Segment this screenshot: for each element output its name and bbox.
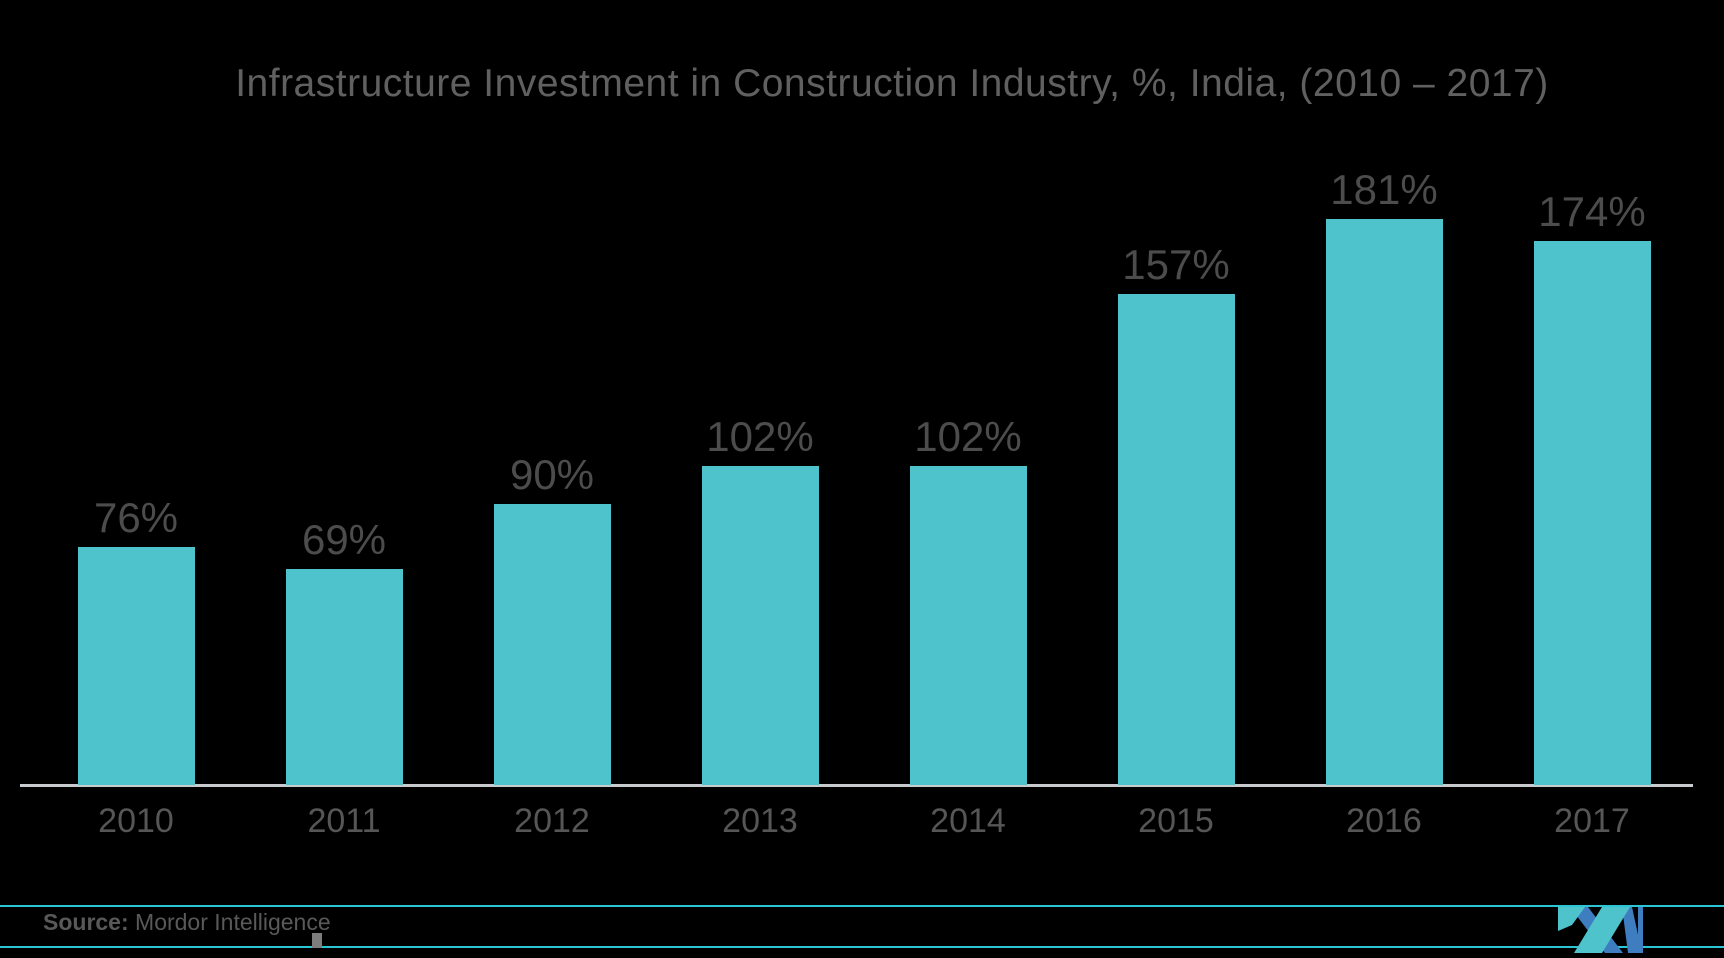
bar-2015 <box>1117 294 1235 785</box>
bar-2010 <box>77 547 195 785</box>
x-tick-2017: 2017 <box>1554 802 1630 840</box>
bar-2011 <box>285 569 403 785</box>
source-attribution: Source: Mordor Intelligence <box>43 911 331 934</box>
x-tick-2014: 2014 <box>930 802 1006 840</box>
x-axis-line <box>20 784 1693 787</box>
source-label: Source: <box>43 909 129 935</box>
bar-value-label-2014: 102% <box>914 413 1022 460</box>
chart-title: Infrastructure Investment in Constructio… <box>235 62 1549 105</box>
bar-value-label-2015: 157% <box>1122 241 1230 288</box>
mordor-intelligence-logo <box>1558 907 1643 953</box>
bar-value-label-2013: 102% <box>706 413 814 460</box>
bar-2012 <box>493 504 611 785</box>
bar-value-label-2010: 76% <box>93 494 179 541</box>
bar-value-label-2016: 181% <box>1330 166 1438 213</box>
bar-2014 <box>909 466 1027 785</box>
logo-m-mark <box>1558 907 1643 953</box>
x-tick-2013: 2013 <box>722 802 798 840</box>
bar-2016 <box>1325 219 1443 785</box>
x-tick-2015: 2015 <box>1138 802 1214 840</box>
footer-rule-bottom <box>0 946 1724 948</box>
bar-value-label-2012: 90% <box>509 451 595 498</box>
x-tick-2011: 2011 <box>307 802 381 840</box>
x-tick-2016: 2016 <box>1346 802 1422 840</box>
footer-rule-top <box>0 905 1724 907</box>
bar-value-label-2011: 69% <box>301 516 387 563</box>
x-tick-2012: 2012 <box>514 802 590 840</box>
bar-value-label-2017: 174% <box>1538 188 1646 235</box>
bar-2017 <box>1533 241 1651 785</box>
bar-2013 <box>701 466 819 785</box>
x-tick-2010: 2010 <box>98 802 174 840</box>
text-caret-artifact <box>312 933 322 948</box>
source-name: Mordor Intelligence <box>128 909 331 935</box>
